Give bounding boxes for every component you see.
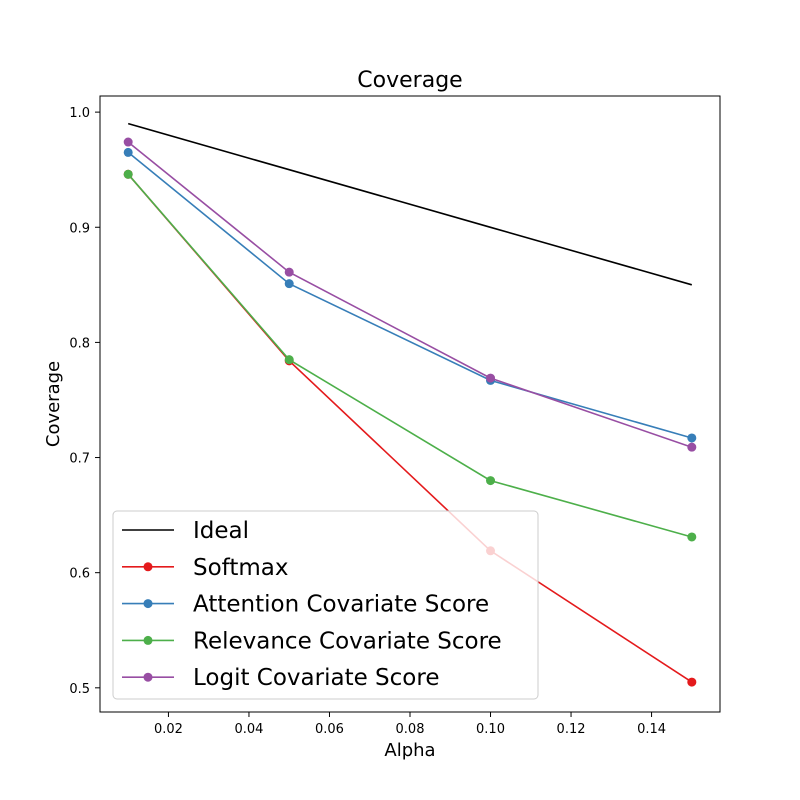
legend-box xyxy=(112,510,539,700)
series-line xyxy=(127,173,693,538)
legend-label: Ideal xyxy=(193,518,249,544)
y-axis: 0.5 0.6 0.7 0.8 0.9 1.0 xyxy=(69,106,100,697)
data-point xyxy=(687,677,697,687)
x-tick-label: 0.06 xyxy=(315,722,344,737)
x-tick-label: 0.02 xyxy=(154,722,183,737)
legend-marker xyxy=(143,672,153,682)
data-point xyxy=(687,532,697,542)
data-point xyxy=(284,279,294,289)
x-axis-label: Alpha xyxy=(384,740,435,761)
y-tick-label: 0.8 xyxy=(69,336,90,351)
x-tick-label: 0.04 xyxy=(234,722,263,737)
data-point xyxy=(123,169,133,179)
legend: Ideal Softmax Attention Covariate Score Rel… xyxy=(112,510,539,700)
legend-marker xyxy=(143,562,153,572)
legend-label: Attention Covariate Score xyxy=(193,592,489,618)
y-tick-label: 0.6 xyxy=(69,567,90,582)
series-line xyxy=(127,151,693,439)
legend-marker xyxy=(143,635,153,645)
x-tick-label: 0.14 xyxy=(637,722,666,737)
data-point xyxy=(486,373,496,383)
data-point xyxy=(123,137,133,147)
legend-label: Softmax xyxy=(193,555,289,581)
x-axis: 0.02 0.04 0.06 0.08 0.10 0.12 0.14 xyxy=(154,712,666,737)
data-point xyxy=(687,433,697,443)
data-point xyxy=(123,147,133,157)
y-axis-label: Coverage xyxy=(43,361,64,447)
data-point xyxy=(687,442,697,452)
x-tick-label: 0.12 xyxy=(557,722,586,737)
data-point xyxy=(284,267,294,277)
legend-label: Relevance Covariate Score xyxy=(193,628,502,654)
x-tick-label: 0.10 xyxy=(476,722,505,737)
series-line xyxy=(127,141,693,448)
chart-title: Coverage xyxy=(357,68,462,93)
y-tick-label: 1.0 xyxy=(69,106,90,121)
legend-marker xyxy=(143,599,153,609)
x-tick-label: 0.08 xyxy=(396,722,425,737)
data-point xyxy=(486,476,496,486)
y-tick-label: 0.5 xyxy=(69,682,90,697)
data-point xyxy=(284,355,294,365)
y-tick-label: 0.7 xyxy=(69,452,90,467)
y-tick-label: 0.9 xyxy=(69,221,90,236)
series-line xyxy=(127,122,693,286)
legend-label: Logit Covariate Score xyxy=(193,665,439,691)
